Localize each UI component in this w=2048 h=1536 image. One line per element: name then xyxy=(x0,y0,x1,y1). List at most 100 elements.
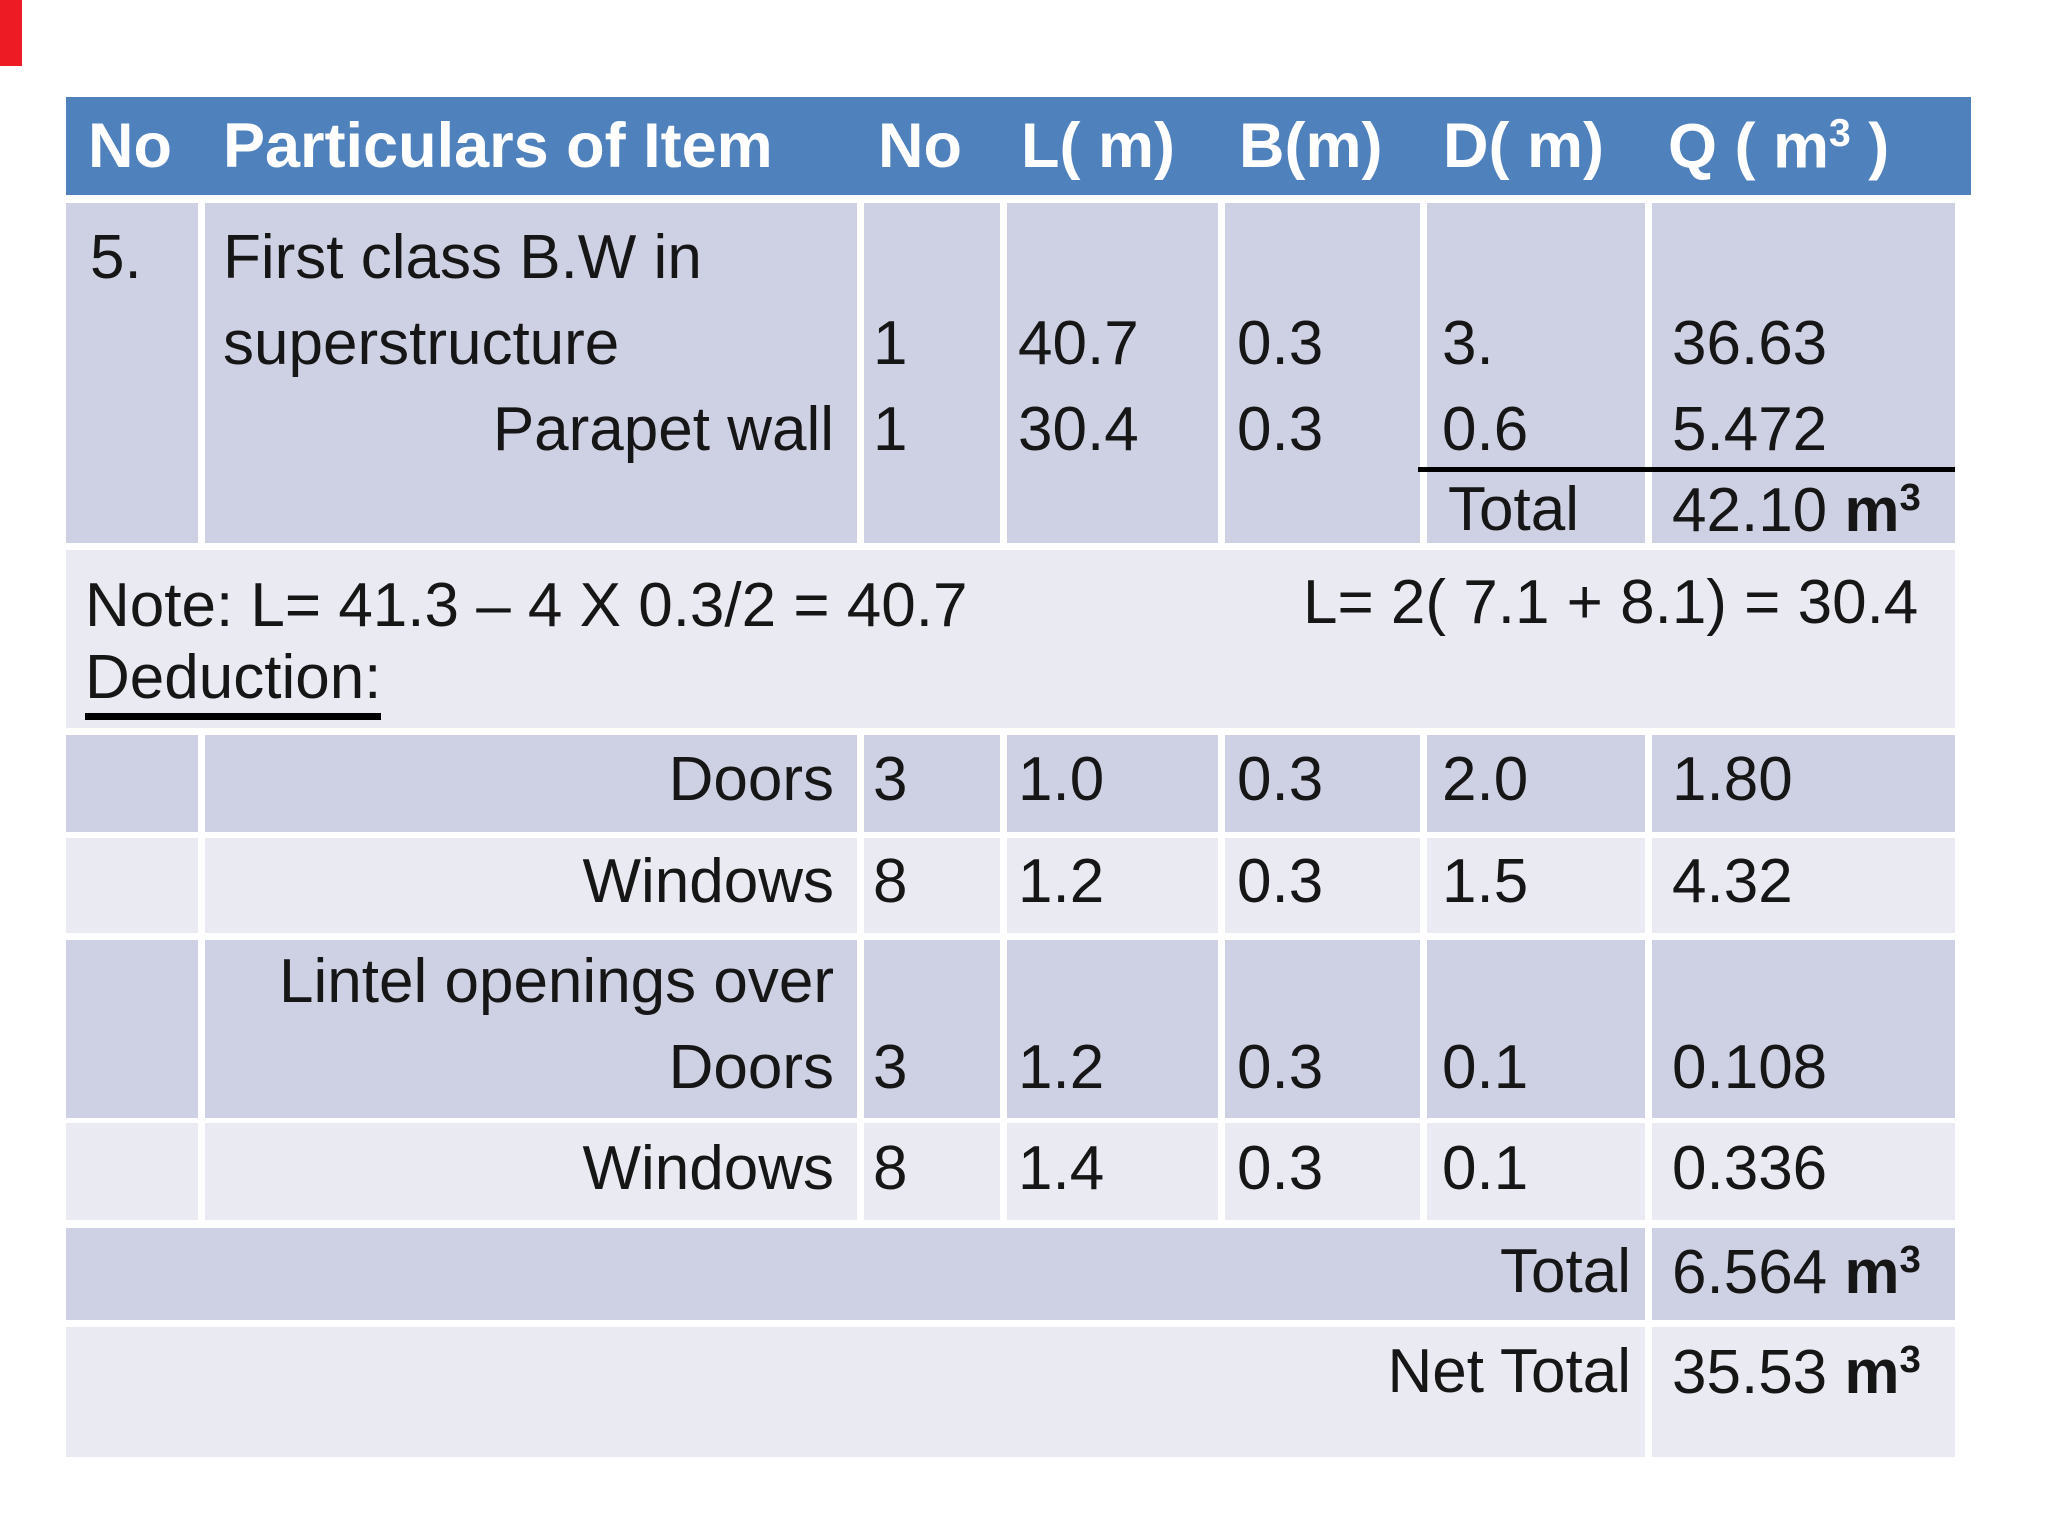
lintel-heading: Lintel openings over xyxy=(279,947,834,1016)
windows-q: 4.32 xyxy=(1672,847,1793,916)
windows2-label: Windows xyxy=(582,1134,834,1203)
doors-l: 1.0 xyxy=(1018,745,1105,814)
item-q-value-2: 5.472 xyxy=(1672,395,1828,464)
header-cell-b: B(m) xyxy=(1225,97,1434,195)
item-total-value: 42.10 m3 xyxy=(1672,476,1921,546)
lintel-row-bg-l xyxy=(1007,940,1218,1118)
net-total-number: 35.53 xyxy=(1672,1338,1828,1408)
lintel-row-bg-d xyxy=(1427,940,1645,1118)
deduction-total-number: 6.564 xyxy=(1672,1238,1828,1308)
item-row-bg-d xyxy=(1427,203,1645,543)
note-left-text: Note: L= 41.3 – 4 X 0.3/2 = 40.7 xyxy=(85,571,968,640)
item-b-value-1: 0.3 xyxy=(1237,309,1324,378)
doors-d: 2.0 xyxy=(1442,745,1529,814)
deduction-total-value: 6.564 m3 xyxy=(1672,1238,1921,1308)
windows-l: 1.2 xyxy=(1018,847,1105,916)
doors-row-bg-l xyxy=(1007,735,1218,832)
item-d-value-2: 0.6 xyxy=(1442,395,1529,464)
note-band-bg xyxy=(66,550,1955,728)
windows-label: Windows xyxy=(582,847,834,916)
unit-cubed: 3 xyxy=(1899,1338,1921,1381)
doors-row-bg-b xyxy=(1225,735,1420,832)
lintel-row-bg-q xyxy=(1652,940,1955,1118)
windows2-q: 0.336 xyxy=(1672,1134,1828,1203)
windows-row-bg-no1 xyxy=(66,838,198,933)
lintel-doors-label: Doors xyxy=(668,1033,834,1102)
lintel-l: 1.2 xyxy=(1018,1033,1105,1102)
header-q-pre: Q ( m xyxy=(1668,111,1830,182)
item-total-unit: m3 xyxy=(1844,476,1921,545)
lintel-row-bg-no2 xyxy=(864,940,1000,1118)
item-no-value-2: 1 xyxy=(873,395,908,464)
header-particulars-label: Particulars of Item xyxy=(223,110,773,181)
header-cell-particulars: Particulars of Item xyxy=(205,97,875,195)
net-total-row-bg-q xyxy=(1652,1327,1955,1457)
item-desc-parapet-wall: Parapet wall xyxy=(492,395,834,464)
header-no2-label: No xyxy=(878,110,962,181)
item-d-value-1: 3. xyxy=(1442,309,1494,378)
doors-row-bg-d xyxy=(1427,735,1645,832)
doors-row-bg-particulars xyxy=(205,735,857,832)
header-cell-no2: No xyxy=(864,97,1014,195)
windows2-row-bg-particulars xyxy=(205,1123,857,1220)
item-no-value-1: 1 xyxy=(873,309,908,378)
item-b-value-2: 0.3 xyxy=(1237,395,1324,464)
header-q-post: ) xyxy=(1850,111,1890,182)
lintel-d: 0.1 xyxy=(1442,1033,1529,1102)
doors-q: 1.80 xyxy=(1672,745,1793,814)
item-l-value-1: 40.7 xyxy=(1018,309,1139,378)
windows-b: 0.3 xyxy=(1237,847,1324,916)
net-total-row-bg-left xyxy=(66,1327,1645,1457)
windows-row-bg-b xyxy=(1225,838,1420,933)
doors-row-bg-no2 xyxy=(864,735,1000,832)
windows2-row-bg-q xyxy=(1652,1123,1955,1220)
item-row-bg-no2 xyxy=(864,203,1000,543)
item-total-label: Total xyxy=(1448,475,1579,544)
doors-row-bg-q xyxy=(1652,735,1955,832)
item-total-number: 42.10 xyxy=(1672,476,1828,546)
header-b-label: B(m) xyxy=(1239,110,1383,181)
header-q-exponent: 3 xyxy=(1829,111,1851,155)
header-l-label: L( m) xyxy=(1021,110,1175,181)
unit-m: m xyxy=(1844,1338,1900,1408)
doors-row-bg-no1 xyxy=(66,735,198,832)
windows2-l: 1.4 xyxy=(1018,1134,1105,1203)
windows2-row-bg-b xyxy=(1225,1123,1420,1220)
windows2-row-bg-d xyxy=(1427,1123,1645,1220)
item-serial-number: 5. xyxy=(90,223,142,292)
windows2-row-bg-l xyxy=(1007,1123,1218,1220)
deduction-total-unit: m3 xyxy=(1844,1238,1921,1307)
deduction-total-label: Total xyxy=(1500,1237,1631,1306)
doors-b: 0.3 xyxy=(1237,745,1324,814)
item-row-bg-no1 xyxy=(66,203,198,543)
item-l-value-2: 30.4 xyxy=(1018,395,1139,464)
lintel-b: 0.3 xyxy=(1237,1033,1324,1102)
total-row-bg-q xyxy=(1652,1228,1955,1320)
header-no1-label: No xyxy=(88,110,172,181)
windows-row-bg-no2 xyxy=(864,838,1000,933)
windows2-row-bg-no2 xyxy=(864,1123,1000,1220)
net-total-label: Net Total xyxy=(1387,1337,1631,1406)
item-row-bg-q xyxy=(1652,203,1955,543)
total-row-bg-left xyxy=(66,1228,1645,1320)
header-cell-no1: No xyxy=(66,97,220,195)
item-q-value-1: 36.63 xyxy=(1672,309,1828,378)
net-total-unit: m3 xyxy=(1844,1338,1921,1407)
windows-d: 1.5 xyxy=(1442,847,1529,916)
lintel-no: 3 xyxy=(873,1033,908,1102)
header-d-label: D( m) xyxy=(1443,110,1604,181)
quantity-table: No Particulars of Item No L( m) B(m) D( … xyxy=(66,97,1971,1457)
windows-row-bg-particulars xyxy=(205,838,857,933)
windows2-b: 0.3 xyxy=(1237,1134,1324,1203)
deduction-underlined-text: Deduction: xyxy=(85,647,382,720)
note-right-text: L= 2( 7.1 + 8.1) = 30.4 xyxy=(1303,568,1919,637)
unit-cubed: 3 xyxy=(1899,1238,1921,1281)
red-corner-marker xyxy=(0,0,22,66)
unit-m: m xyxy=(1844,1238,1900,1308)
deduction-heading: Deduction: xyxy=(85,647,382,720)
unit-m: m xyxy=(1844,476,1900,546)
item-desc-line1: First class B.W in xyxy=(223,223,702,292)
doors-no: 3 xyxy=(873,745,908,814)
lintel-row-bg-no1 xyxy=(66,940,198,1118)
